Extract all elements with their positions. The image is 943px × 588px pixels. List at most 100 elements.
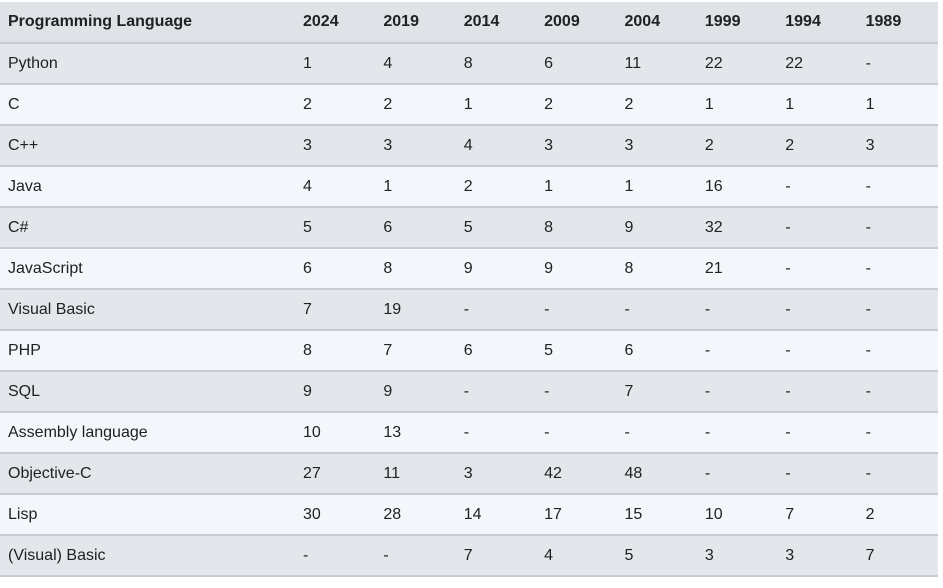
language-cell: JavaScript bbox=[0, 248, 295, 290]
rank-cell: - bbox=[777, 289, 858, 331]
rank-cell: 6 bbox=[616, 330, 697, 372]
rank-cell: - bbox=[857, 248, 938, 290]
rank-cell: 6 bbox=[375, 207, 456, 249]
rank-cell: - bbox=[696, 453, 778, 495]
rank-cell: 8 bbox=[455, 43, 537, 85]
header-cell: 1999 bbox=[696, 2, 778, 44]
header-cell: Programming Language bbox=[0, 2, 295, 44]
rank-cell: 1 bbox=[375, 166, 456, 208]
table-row: Assembly language 10 13- - - - - - bbox=[0, 412, 938, 454]
rank-cell: - bbox=[616, 412, 697, 454]
rank-cell: 3 bbox=[616, 125, 697, 167]
rank-cell: 4 bbox=[375, 43, 456, 85]
rank-cell: 9 bbox=[295, 371, 376, 413]
rank-cell: - bbox=[696, 412, 778, 454]
rank-cell: 1 bbox=[295, 43, 376, 85]
rank-cell: - bbox=[536, 289, 617, 331]
table-row: Python 1 4 8 6 11 22 22- bbox=[0, 43, 938, 85]
rank-cell: 17 bbox=[536, 494, 617, 536]
rank-cell: 3 bbox=[375, 125, 456, 167]
rank-cell: 7 bbox=[455, 535, 537, 577]
rank-cell: - bbox=[857, 43, 938, 85]
language-cell: Python bbox=[0, 43, 295, 85]
rank-cell: - bbox=[295, 535, 376, 577]
rank-cell: 5 bbox=[536, 330, 617, 372]
rank-cell: 6 bbox=[536, 43, 617, 85]
header-cell: 2024 bbox=[295, 2, 376, 44]
rank-cell: 7 bbox=[857, 535, 938, 577]
rank-cell: 5 bbox=[295, 207, 376, 249]
rank-cell: - bbox=[455, 289, 537, 331]
language-cell: Objective-C bbox=[0, 453, 295, 495]
rank-cell: 15 bbox=[616, 494, 697, 536]
rank-cell: 42 bbox=[536, 453, 617, 495]
rank-cell: 3 bbox=[696, 535, 778, 577]
table-row: JavaScript 6 8 9 9 8 21- - bbox=[0, 248, 938, 290]
rank-cell: 30 bbox=[295, 494, 376, 536]
rank-cell: 3 bbox=[857, 125, 938, 167]
language-cell: Assembly language bbox=[0, 412, 295, 454]
rank-cell: 27 bbox=[295, 453, 376, 495]
rank-cell: 3 bbox=[536, 125, 617, 167]
rank-cell: 5 bbox=[455, 207, 537, 249]
rank-cell: - bbox=[696, 330, 778, 372]
rank-cell: 7 bbox=[616, 371, 697, 413]
rank-cell: 8 bbox=[295, 330, 376, 372]
rank-cell: 1 bbox=[696, 84, 778, 126]
rank-cell: - bbox=[857, 330, 938, 372]
rank-cell: 9 bbox=[616, 207, 697, 249]
rank-cell: 19 bbox=[375, 289, 456, 331]
rank-cell: 7 bbox=[375, 330, 456, 372]
rank-cell: - bbox=[616, 289, 697, 331]
header-cell: 2019 bbox=[375, 2, 456, 44]
rank-cell: - bbox=[696, 289, 778, 331]
rank-cell: 4 bbox=[455, 125, 537, 167]
rank-cell: 10 bbox=[696, 494, 778, 536]
header-cell: 2004 bbox=[616, 2, 697, 44]
rank-cell: 2 bbox=[295, 84, 376, 126]
table-row: C# 5 6 5 8 9 32- - bbox=[0, 207, 938, 249]
table-row: Java 4 1 2 1 1 16- - bbox=[0, 166, 938, 208]
language-cell: PHP bbox=[0, 330, 295, 372]
rank-cell: 11 bbox=[375, 453, 456, 495]
rank-cell: - bbox=[777, 453, 858, 495]
rank-cell: 2 bbox=[536, 84, 617, 126]
rank-cell: 2 bbox=[777, 125, 858, 167]
rank-cell: 2 bbox=[696, 125, 778, 167]
rank-cell: 21 bbox=[696, 248, 778, 290]
rank-cell: - bbox=[777, 412, 858, 454]
rank-cell: 8 bbox=[616, 248, 697, 290]
language-cell: C++ bbox=[0, 125, 295, 167]
rank-cell: 6 bbox=[455, 330, 537, 372]
rank-cell: 22 bbox=[777, 43, 858, 85]
rank-cell: 1 bbox=[455, 84, 537, 126]
language-cell: C# bbox=[0, 207, 295, 249]
table-row: PHP 8 7 6 5 6- - - bbox=[0, 330, 938, 372]
rank-cell: 8 bbox=[536, 207, 617, 249]
rank-cell: 28 bbox=[375, 494, 456, 536]
rank-cell: - bbox=[857, 412, 938, 454]
rank-cell: 8 bbox=[375, 248, 456, 290]
rank-cell: 32 bbox=[696, 207, 778, 249]
header-cell: 1989 bbox=[857, 2, 938, 44]
rank-cell: 14 bbox=[455, 494, 537, 536]
table-row: (Visual) Basic - -7 4 5 3 3 7 bbox=[0, 535, 938, 577]
rank-cell: - bbox=[777, 248, 858, 290]
rank-cell: 9 bbox=[455, 248, 537, 290]
rank-cell: 7 bbox=[777, 494, 858, 536]
rank-cell: 2 bbox=[857, 494, 938, 536]
rank-cell: - bbox=[455, 412, 537, 454]
language-cell: Lisp bbox=[0, 494, 295, 536]
language-cell: (Visual) Basic bbox=[0, 535, 295, 577]
ranking-table: Programming Language 2024 2019 2014 2009 2004… bbox=[0, 2, 938, 577]
rank-cell: 5 bbox=[616, 535, 697, 577]
rank-cell: 4 bbox=[536, 535, 617, 577]
rank-cell: - bbox=[777, 330, 858, 372]
rank-cell: 16 bbox=[696, 166, 778, 208]
rank-cell: - bbox=[857, 207, 938, 249]
rank-cell: - bbox=[777, 207, 858, 249]
table-row: SQL 9 9- -7- - - bbox=[0, 371, 938, 413]
language-cell: Visual Basic bbox=[0, 289, 295, 331]
rank-cell: 13 bbox=[375, 412, 456, 454]
